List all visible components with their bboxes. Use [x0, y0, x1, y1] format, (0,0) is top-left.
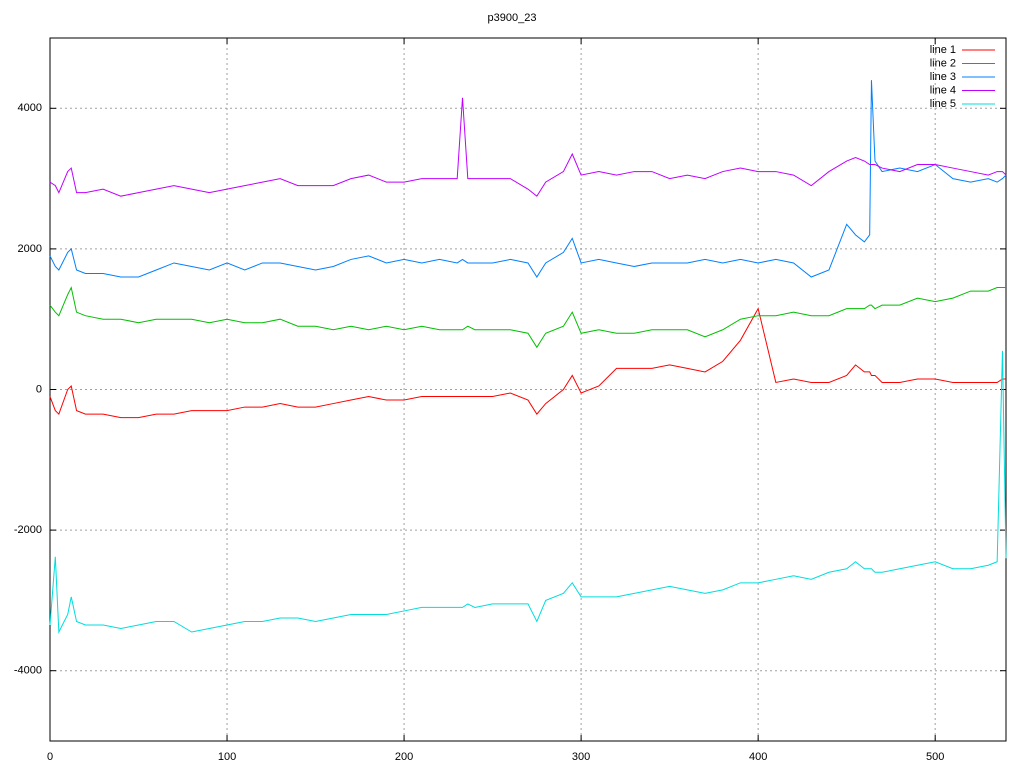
series-line — [49, 350, 1007, 634]
x-tick-label: 400 — [749, 751, 767, 763]
series-line — [49, 80, 1007, 278]
plot-frame — [49, 37, 1007, 742]
legend-label: line 5 — [930, 98, 956, 110]
x-tick-label: 0 — [47, 751, 53, 763]
series-line — [49, 97, 1007, 197]
y-tick-label: 2000 — [18, 243, 42, 255]
chart-title: p3900_23 — [488, 12, 537, 24]
x-tick-label: 200 — [395, 751, 413, 763]
y-tick-label: 0 — [36, 383, 42, 395]
legend-label: line 3 — [930, 71, 956, 83]
x-tick-label: 300 — [572, 751, 590, 763]
y-tick-label: -2000 — [14, 524, 42, 536]
y-tick-label: -4000 — [14, 665, 42, 677]
legend-label: line 4 — [930, 84, 956, 96]
legend-label: line 2 — [930, 57, 956, 69]
series-line — [49, 307, 1006, 419]
y-tick-label: 4000 — [18, 102, 42, 114]
x-tick-label: 500 — [926, 751, 944, 763]
series-line — [49, 286, 1006, 349]
legend-label: line 1 — [930, 44, 956, 56]
x-tick-label: 100 — [218, 751, 236, 763]
